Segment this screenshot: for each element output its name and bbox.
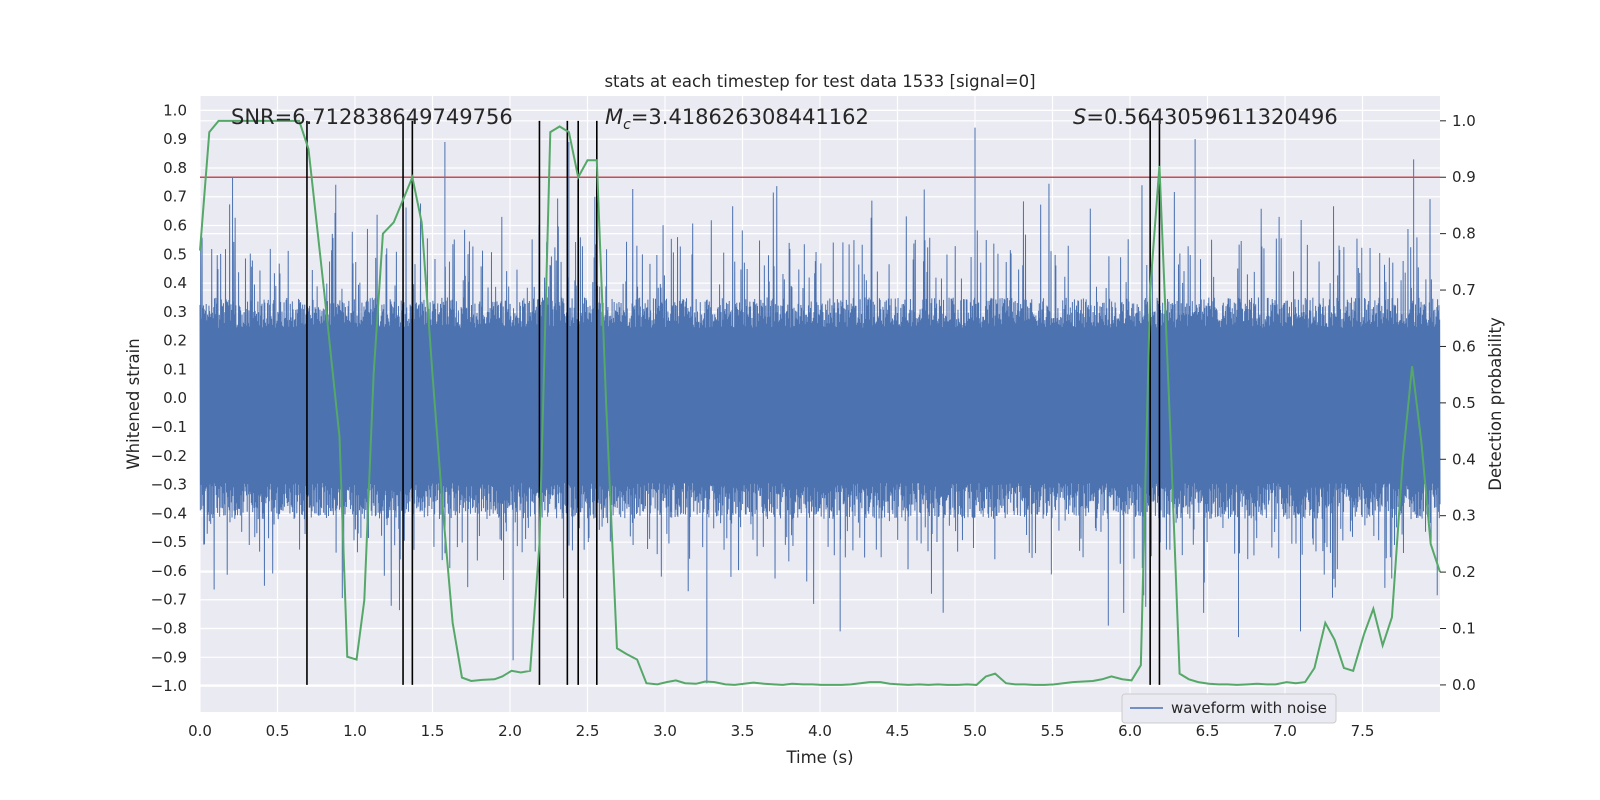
legend-box	[1121, 693, 1337, 724]
y2-tick-label: 0.3	[1452, 507, 1476, 525]
y-tick-label: −1.0	[151, 677, 187, 695]
vertical-markers	[306, 120, 1161, 685]
y2-tick-label: 0.7	[1452, 281, 1476, 299]
y2-tick-label: 1.0	[1452, 112, 1476, 130]
y-tick-label: 0.8	[163, 159, 187, 177]
x-tick-label: 7.5	[1351, 722, 1375, 740]
y2-tick-label: 0.5	[1452, 394, 1476, 412]
y2-tick-label: 0.6	[1452, 337, 1476, 355]
y-tick-label: −0.1	[151, 418, 187, 436]
s-value: =0.5643059611320496	[1086, 105, 1337, 129]
y-tick-label: −0.7	[151, 591, 187, 609]
y-tick-labels: 1.0 0.9 0.8 0.7 0.6 0.5 0.4 0.3 0.2 0.1 0.0 −0.1 −0.…	[151, 101, 187, 695]
x-tick-label: 3.5	[731, 722, 755, 740]
y-axis-label: Whitened strain	[124, 338, 143, 469]
x-tick-label: 4.0	[808, 722, 832, 740]
y2-tick-label: 0.4	[1452, 450, 1476, 468]
x-tick-label: 7.0	[1273, 722, 1297, 740]
y-tick-label: 0.4	[163, 274, 187, 292]
y-tick-label: 0.0	[163, 389, 187, 407]
y-tick-label: 0.5	[163, 245, 187, 263]
y-tick-label: 0.7	[163, 188, 187, 206]
y-tick-label: 0.1	[163, 360, 187, 378]
detection-probability-series	[199, 119, 1441, 686]
x-tick-label: 2.0	[498, 722, 522, 740]
y2-tick-labels: 1.0 0.9 0.8 0.7 0.6 0.5 0.4 0.3 0.2 0.1 0.0	[1440, 112, 1476, 694]
y-tick-label: 0.2	[163, 332, 187, 350]
x-tick-label: 4.5	[886, 722, 910, 740]
x-tick-label: 3.0	[653, 722, 677, 740]
x-tick-label: 6.0	[1118, 722, 1142, 740]
legend[interactable]: waveform with noise	[1121, 693, 1337, 724]
y-tick-label: −0.4	[151, 504, 187, 522]
y-tick-label: 0.3	[163, 303, 187, 321]
x-tick-label: 0.0	[188, 722, 212, 740]
y2-tick-label: 0.8	[1452, 225, 1476, 243]
y-tick-label: −0.3	[151, 476, 187, 494]
x-tick-label: 5.0	[963, 722, 987, 740]
snr-annotation: SNR=6.712838649749756	[231, 105, 513, 129]
y2-tick-label: 0.1	[1452, 620, 1476, 638]
y-tick-label: −0.6	[151, 562, 187, 580]
y2-tick-label: 0.0	[1452, 676, 1476, 694]
chirp-mass-symbol: M	[605, 105, 623, 129]
chirp-mass-annotation: Mc=3.418626308441162	[605, 105, 869, 133]
x-tick-label: 6.5	[1196, 722, 1220, 740]
y2-tick-label: 0.9	[1452, 168, 1476, 186]
chirp-mass-subscript: c	[623, 117, 631, 133]
x-tick-label: 2.5	[576, 722, 600, 740]
y-tick-label: 0.6	[163, 217, 187, 235]
x-tick-label: 5.5	[1041, 722, 1065, 740]
y-tick-label: −0.9	[151, 648, 187, 666]
y-tick-label: 1.0	[163, 101, 187, 119]
y2-tick-label: 0.2	[1452, 563, 1476, 581]
y-tick-label: −0.8	[151, 620, 187, 638]
y-tick-label: 0.9	[163, 130, 187, 148]
y2-axis-label: Detection probability	[1486, 317, 1505, 491]
y-tick-label: −0.5	[151, 533, 187, 551]
x-tick-label: 1.5	[421, 722, 445, 740]
legend-label-waveform: waveform with noise	[1171, 699, 1327, 717]
x-tick-label: 1.0	[343, 722, 367, 740]
chart-title: stats at each timestep for test data 153…	[604, 72, 1035, 91]
chirp-mass-value: =3.418626308441162	[631, 105, 869, 129]
y-tick-label: −0.2	[151, 447, 187, 465]
s-symbol: S	[1073, 105, 1086, 129]
waveform-series	[199, 127, 1441, 684]
x-axis-label: Time (s)	[785, 748, 853, 767]
x-tick-label: 0.5	[266, 722, 290, 740]
s-annotation: S=0.5643059611320496	[1073, 105, 1338, 129]
x-tick-labels: 0.0 0.5 1.0 1.5 2.0 2.5 3.0 3.5 4.0 4.5 5.0 5.5 6.0 6…	[188, 722, 1374, 740]
